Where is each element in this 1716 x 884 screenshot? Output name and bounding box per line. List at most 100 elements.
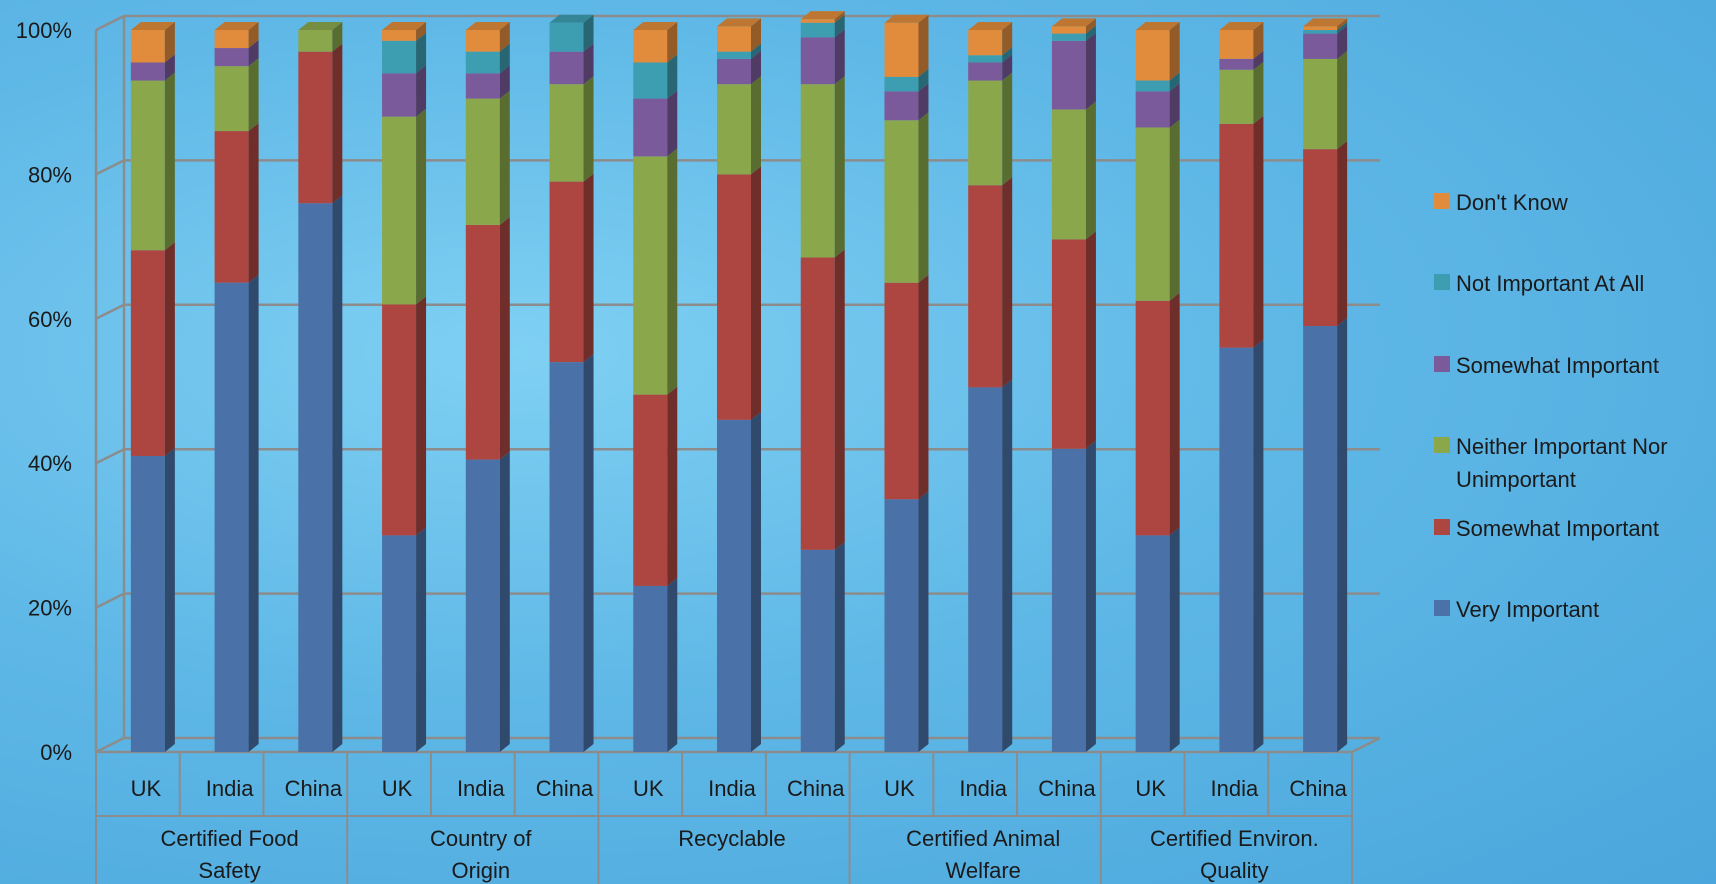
bar-segment-side (918, 491, 929, 752)
x-category-label: UK (382, 776, 413, 801)
x-category-label: UK (1135, 776, 1166, 801)
bar-segment (130, 30, 165, 63)
bar-segment-side (1085, 231, 1096, 449)
bar-segment (633, 585, 668, 752)
bar-segment (1051, 33, 1086, 41)
x-category-label: India (959, 776, 1007, 801)
bar-segment (1219, 69, 1254, 124)
bar-segment (298, 203, 333, 752)
bar-segment (549, 22, 584, 52)
bar-segment (717, 58, 751, 85)
bar-segment (465, 224, 500, 460)
bar-segment (1051, 26, 1086, 34)
bar-segment-side (834, 249, 845, 550)
legend-swatch (1434, 193, 1450, 209)
bar-segment-side (583, 14, 594, 52)
bar-segment-side (164, 242, 175, 456)
bar-segment (465, 30, 500, 52)
bar-top (1219, 22, 1264, 30)
y-tick-label: 80% (28, 162, 72, 187)
bar-segment (214, 282, 249, 752)
bar-segment-side (1002, 22, 1013, 56)
x-category-label: UK (131, 776, 162, 801)
bar-segment-side (248, 22, 259, 49)
bar-segment-side (1002, 54, 1013, 81)
bar-segment-side (416, 527, 427, 752)
bar-segment (717, 26, 751, 52)
bar-segment-side (1253, 115, 1264, 348)
x-category-label: China (1289, 776, 1347, 801)
x-category-label: China (536, 776, 594, 801)
bar-segment (884, 22, 919, 77)
bar-segment-side (332, 22, 343, 52)
bar-segment (1303, 33, 1338, 59)
bar-segment (1303, 326, 1338, 752)
bar-segment (800, 257, 835, 550)
bar-segment-side (751, 76, 761, 175)
bar-segment (884, 499, 919, 752)
bar-segment-side (1169, 119, 1180, 301)
legend-label: Not Important At All (1456, 271, 1644, 296)
bar-segment-side (918, 112, 929, 283)
y-tick-label: 60% (28, 307, 72, 332)
gridline-side (95, 303, 125, 320)
bar-segment (382, 73, 417, 117)
bar-segment-side (499, 451, 510, 752)
group-label: Welfare (945, 858, 1020, 883)
bar-segment (382, 116, 417, 305)
bar-segment (800, 549, 835, 752)
x-category-label: China (787, 776, 845, 801)
bar-segment-side (918, 83, 929, 121)
bar-segment-side (583, 173, 594, 363)
bar-segment-side (751, 166, 761, 420)
bar-segment (717, 84, 751, 175)
bar-top (884, 14, 929, 23)
bar-segment (633, 62, 668, 99)
bar-top (1303, 18, 1348, 27)
bar-top (549, 14, 594, 23)
bar-segment-side (918, 14, 929, 77)
bar-segment (1303, 26, 1338, 30)
bar-segment (1135, 30, 1170, 81)
bar-segment (1135, 127, 1170, 301)
bar-segment (968, 30, 1003, 56)
x-category-label: India (708, 776, 756, 801)
bar-segment (214, 66, 249, 132)
bar-segment-side (751, 411, 761, 752)
bar-segment-side (1337, 22, 1348, 34)
bar-segment (298, 30, 333, 52)
bar-segment-side (834, 541, 845, 752)
y-tick-label: 40% (28, 451, 72, 476)
bar-top (968, 22, 1013, 30)
bar-segment-side (416, 65, 427, 117)
group-label: Recyclable (678, 826, 786, 851)
bar-segment (465, 459, 500, 752)
bar-top (800, 11, 845, 20)
bar-segment (633, 98, 668, 157)
x-category-label: India (457, 776, 505, 801)
bar-segment-side (164, 447, 175, 752)
bar-segment-side (416, 108, 427, 305)
bar-segment-side (499, 22, 510, 52)
bar-segment (800, 19, 835, 23)
bar-segment (717, 419, 751, 752)
bar-segment-side (1337, 25, 1348, 59)
bar-segment-side (1085, 101, 1096, 240)
bar-segment-side (1253, 50, 1264, 70)
bar-segment-side (1337, 18, 1348, 30)
group-label: Origin (451, 858, 510, 883)
legend-label: Somewhat Important (1456, 516, 1659, 541)
bar-top (298, 22, 343, 30)
bar-segment (884, 120, 919, 283)
legend-swatch (1434, 519, 1450, 535)
legend-label: Somewhat Important (1456, 353, 1659, 378)
bar-segment (549, 181, 584, 363)
bar-top (1051, 18, 1096, 27)
bar-segment (968, 185, 1003, 388)
bar-segment-side (416, 32, 427, 74)
bar-segment-side (1253, 22, 1264, 59)
bar-segment-side (1169, 292, 1180, 536)
y-tick-label: 100% (16, 18, 72, 43)
bar-segment-side (1002, 379, 1013, 752)
legend-label: Unimportant (1456, 467, 1576, 492)
